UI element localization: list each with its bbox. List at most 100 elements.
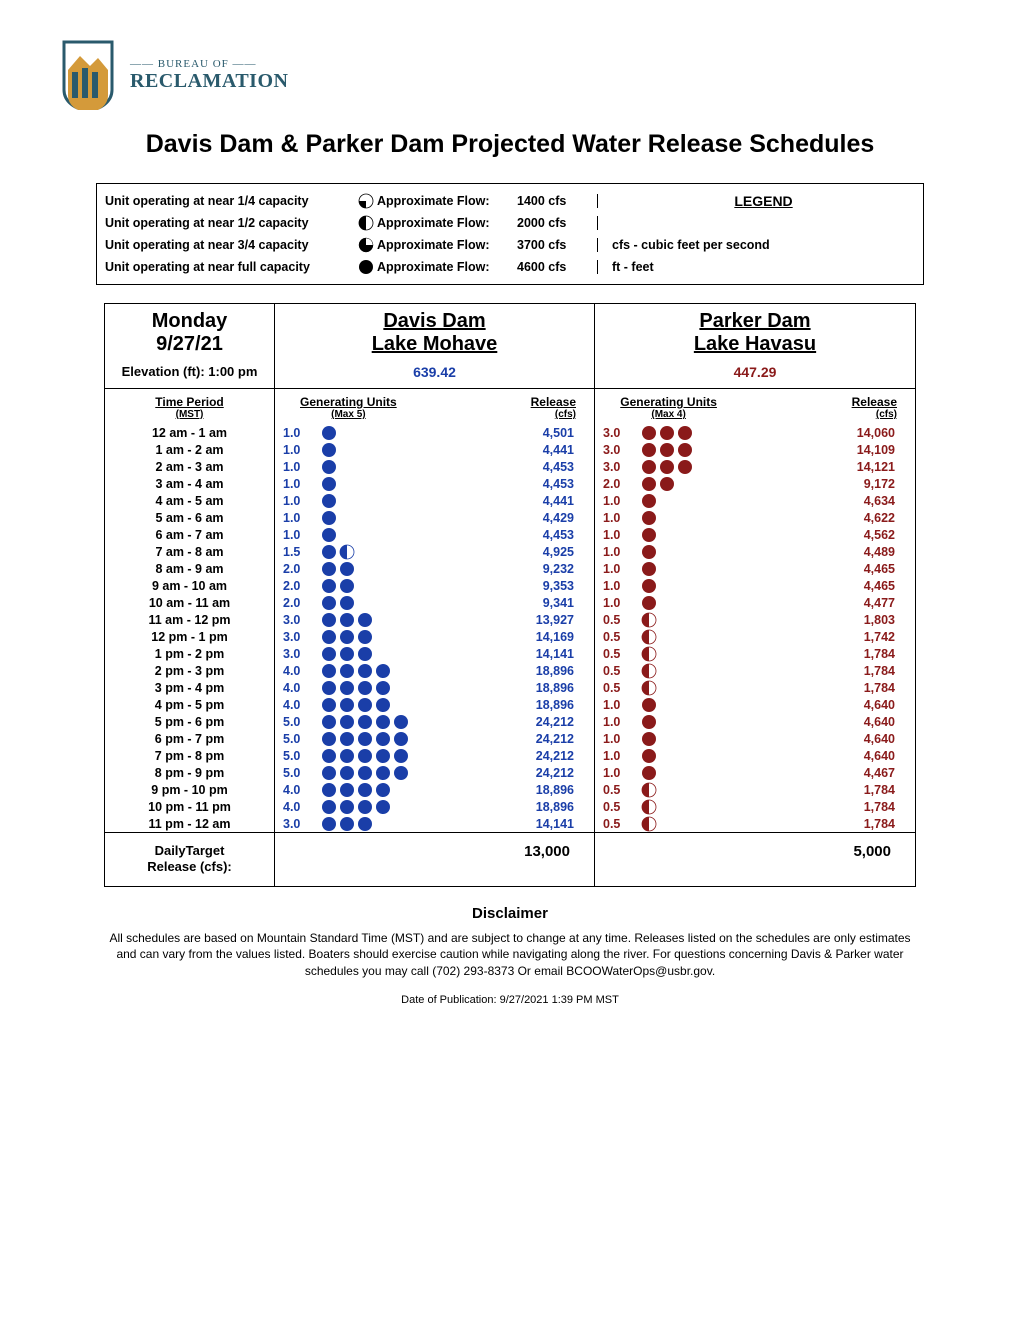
- parker-release: 4,477: [829, 596, 907, 610]
- davis-dots: [321, 578, 508, 594]
- parker-cell: 1.0 4,477: [595, 594, 915, 611]
- legend-flow-label: Approximate Flow:: [377, 216, 517, 230]
- time-period: 7 am - 8 am: [105, 543, 275, 560]
- davis-daily-target: 13,000: [275, 832, 595, 886]
- parker-units: 2.0: [603, 477, 641, 491]
- parker-release: 1,784: [829, 817, 907, 831]
- parker-elevation: 447.29: [595, 364, 915, 380]
- parker-dots: [641, 782, 829, 798]
- davis-cell: 5.0 24,212: [275, 747, 595, 764]
- legend-capacity-label: Unit operating at near full capacity: [105, 260, 355, 274]
- davis-subheader: Generating Units(Max 5) Release(cfs): [275, 389, 595, 424]
- time-period: 5 am - 6 am: [105, 509, 275, 526]
- parker-release: 4,562: [829, 528, 907, 542]
- legend-flow-label: Approximate Flow:: [377, 194, 517, 208]
- parker-dots: [641, 425, 829, 441]
- davis-units: 1.0: [283, 494, 321, 508]
- legend-capacity-label: Unit operating at near 1/4 capacity: [105, 194, 355, 208]
- time-period: 2 pm - 3 pm: [105, 662, 275, 679]
- parker-release: 1,784: [829, 664, 907, 678]
- davis-cell: 1.0 4,453: [275, 475, 595, 492]
- davis-release: 4,453: [508, 528, 586, 542]
- time-period: 12 pm - 1 pm: [105, 628, 275, 645]
- davis-units: 3.0: [283, 817, 321, 831]
- parker-cell: 3.0 14,121: [595, 458, 915, 475]
- davis-dots: [321, 476, 508, 492]
- davis-units: 4.0: [283, 664, 321, 678]
- davis-gen-header: Generating Units(Max 5): [275, 395, 422, 420]
- parker-dam-name: Parker Dam: [595, 310, 915, 333]
- davis-release: 4,441: [508, 494, 586, 508]
- davis-cell: 3.0 14,169: [275, 628, 595, 645]
- davis-cell: 2.0 9,232: [275, 560, 595, 577]
- legend-row: Unit operating at near 1/4 capacity Appr…: [105, 190, 915, 212]
- bor-logo-icon: [60, 40, 116, 110]
- davis-units: 5.0: [283, 715, 321, 729]
- davis-release: 24,212: [508, 732, 586, 746]
- date-header: Monday 9/27/21 Elevation (ft): 1:00 pm: [105, 304, 275, 389]
- time-period: 7 pm - 8 pm: [105, 747, 275, 764]
- davis-release: 4,453: [508, 477, 586, 491]
- parker-cell: 0.5 1,784: [595, 662, 915, 679]
- davis-units: 1.0: [283, 443, 321, 457]
- parker-cell: 0.5 1,784: [595, 679, 915, 696]
- legend-flow-value: 4600 cfs: [517, 260, 598, 274]
- davis-units: 5.0: [283, 766, 321, 780]
- daily-target-label: DailyTargetRelease (cfs):: [105, 832, 275, 886]
- parker-release: 1,784: [829, 783, 907, 797]
- davis-dots: [321, 748, 508, 764]
- legend-flow-value: 2000 cfs: [517, 216, 598, 230]
- parker-cell: 1.0 4,489: [595, 543, 915, 560]
- davis-dots: [321, 714, 508, 730]
- davis-release: 4,453: [508, 460, 586, 474]
- davis-cell: 4.0 18,896: [275, 696, 595, 713]
- legend-flow-label: Approximate Flow:: [377, 238, 517, 252]
- schedule-table: Monday 9/27/21 Elevation (ft): 1:00 pm D…: [104, 303, 916, 887]
- parker-cell: 3.0 14,109: [595, 441, 915, 458]
- parker-release: 4,634: [829, 494, 907, 508]
- time-period-header: Time Period(MST): [105, 389, 275, 424]
- davis-release-header: Release(cfs): [422, 395, 594, 420]
- parker-dots: [641, 510, 829, 526]
- davis-dots: [321, 612, 508, 628]
- parker-release-header: Release(cfs): [742, 395, 915, 420]
- parker-units: 0.5: [603, 613, 641, 627]
- parker-cell: 1.0 4,640: [595, 747, 915, 764]
- parker-units: 0.5: [603, 783, 641, 797]
- parker-cell: 1.0 4,640: [595, 713, 915, 730]
- parker-dots: [641, 442, 829, 458]
- legend-def: ft - feet: [598, 260, 915, 274]
- time-period: 12 am - 1 am: [105, 424, 275, 441]
- davis-dots: [321, 816, 508, 832]
- davis-units: 2.0: [283, 596, 321, 610]
- legend-box: Unit operating at near 1/4 capacity Appr…: [96, 183, 924, 285]
- parker-dots: [641, 731, 829, 747]
- davis-units: 5.0: [283, 749, 321, 763]
- davis-release: 4,925: [508, 545, 586, 559]
- davis-units: 1.0: [283, 511, 321, 525]
- parker-release: 4,465: [829, 579, 907, 593]
- time-period: 11 pm - 12 am: [105, 815, 275, 832]
- davis-dots: [321, 799, 508, 815]
- logo-block: —— BUREAU OF —— RECLAMATION: [60, 40, 960, 110]
- parker-release: 14,060: [829, 426, 907, 440]
- time-period: 4 am - 5 am: [105, 492, 275, 509]
- davis-cell: 1.0 4,453: [275, 458, 595, 475]
- davis-release: 9,341: [508, 596, 586, 610]
- parker-dots: [641, 765, 829, 781]
- parker-release: 1,784: [829, 681, 907, 695]
- parker-units: 1.0: [603, 596, 641, 610]
- parker-release: 1,784: [829, 647, 907, 661]
- davis-cell: 2.0 9,341: [275, 594, 595, 611]
- davis-release: 18,896: [508, 783, 586, 797]
- legend-flow-value: 3700 cfs: [517, 238, 598, 252]
- davis-dots: [321, 765, 508, 781]
- parker-units: 0.5: [603, 800, 641, 814]
- davis-units: 4.0: [283, 698, 321, 712]
- davis-cell: 5.0 24,212: [275, 713, 595, 730]
- parker-cell: 1.0 4,640: [595, 696, 915, 713]
- capacity-quarter-icon: [355, 193, 377, 209]
- parker-cell: 1.0 4,622: [595, 509, 915, 526]
- time-period: 11 am - 12 pm: [105, 611, 275, 628]
- logo-name: RECLAMATION: [130, 70, 288, 93]
